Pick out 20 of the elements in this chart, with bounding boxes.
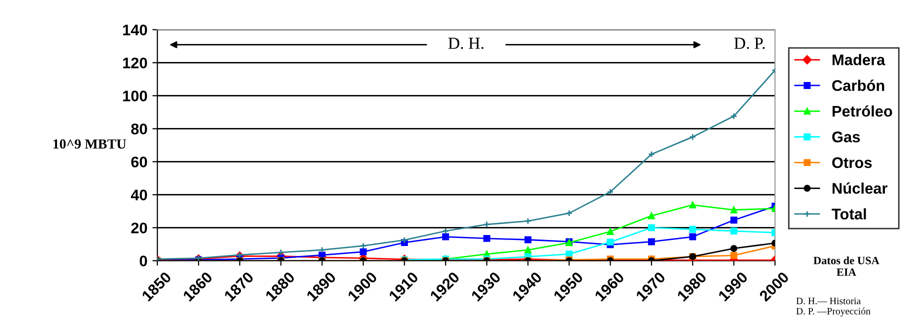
y-tick-label: 40 bbox=[130, 190, 148, 200]
legend-label: Petróleo bbox=[832, 105, 892, 117]
annotation: D. H. bbox=[448, 38, 484, 49]
y-tick-label: 140 bbox=[123, 24, 148, 36]
y-tick-label: 120 bbox=[123, 58, 148, 68]
text: Datos de USA EIA bbox=[814, 256, 880, 276]
annotation: D. P. bbox=[734, 38, 765, 49]
legend-label: Madera bbox=[832, 54, 886, 66]
y-tick-label: 100 bbox=[123, 90, 148, 102]
legend-label: Carbón bbox=[832, 80, 884, 91]
y-tick-label: 60 bbox=[131, 156, 148, 168]
y-tick-label: 80 bbox=[131, 124, 148, 134]
y-tick-label: 20 bbox=[131, 222, 148, 234]
legend-label: Total bbox=[832, 208, 866, 220]
y-tick-label: 0 bbox=[140, 256, 148, 266]
text: D. H.— Historia D. P. —Proyección bbox=[796, 298, 870, 316]
legend-label: Otros bbox=[832, 157, 872, 168]
legend-label: Núclear bbox=[832, 182, 888, 194]
y-axis-title: 10^9 MBTU bbox=[53, 139, 126, 149]
legend-label: Gas bbox=[832, 132, 860, 142]
